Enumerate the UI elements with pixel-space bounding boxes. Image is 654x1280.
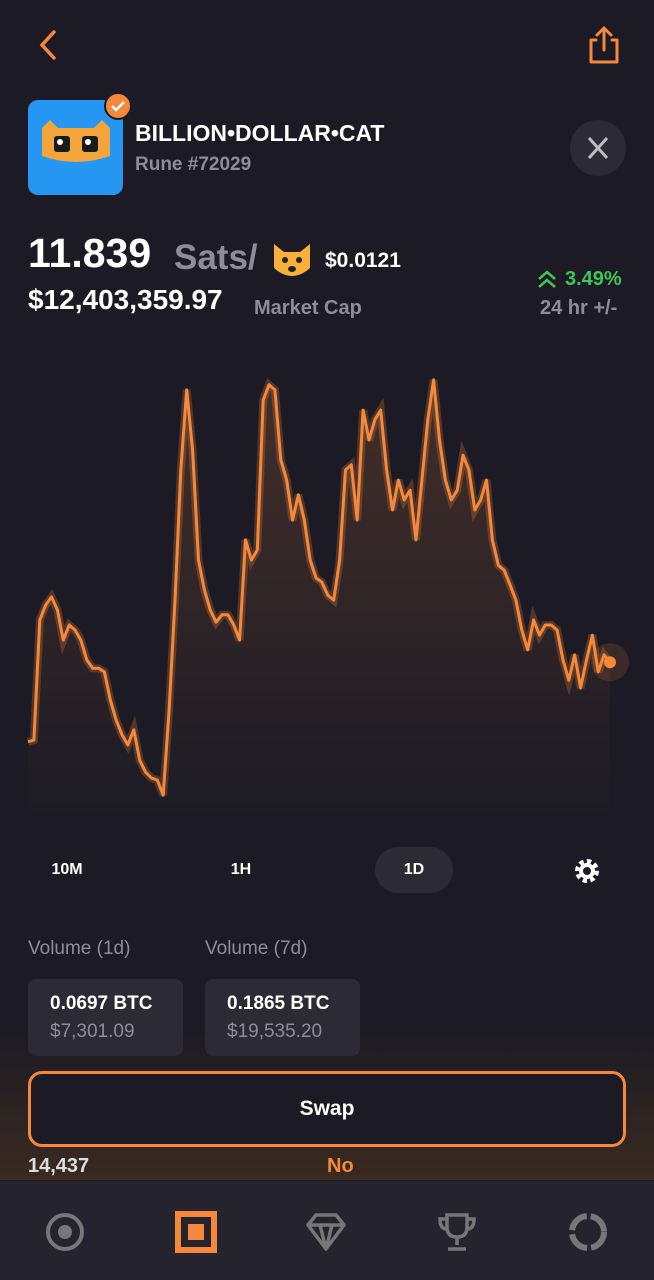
price-usd: $0.0121 [325, 249, 401, 272]
price-unit: Sats/ [174, 238, 258, 277]
nav-portfolio[interactable] [567, 1211, 609, 1253]
nav-home[interactable] [44, 1211, 86, 1253]
volume-card: 0.0697 BTC $7,301.09 [28, 979, 183, 1056]
price-chart [26, 378, 629, 820]
swap-button[interactable]: Swap [28, 1071, 626, 1147]
time-range-button[interactable]: 1D [375, 847, 453, 893]
last-point [604, 656, 616, 669]
bottom-nav [0, 1181, 654, 1280]
token-avatar [28, 92, 132, 195]
market-cap: $12,403,359.97 [28, 284, 223, 315]
time-range-button[interactable]: 10M [51, 861, 83, 878]
price-sats: 11.839 [28, 230, 152, 276]
up-arrows [538, 270, 556, 288]
price-change: 3.49% [565, 268, 622, 290]
back-button[interactable] [34, 28, 64, 62]
volume-btc: 0.1865 BTC [227, 993, 330, 1014]
volume-label: Volume (7d) [205, 938, 308, 959]
share-button[interactable] [586, 24, 622, 66]
change-label: 24 hr +/- [540, 297, 618, 319]
nav-trophy[interactable] [436, 1211, 478, 1253]
rune-id: Rune #72029 [135, 154, 252, 175]
settings-button[interactable] [572, 856, 602, 886]
footer-status: No [327, 1155, 354, 1177]
token-name: BILLION•DOLLAR•CAT [135, 120, 385, 146]
cat-emoji [274, 244, 310, 276]
volume-btc: 0.0697 BTC [50, 993, 153, 1014]
market-cap-label: Market Cap [254, 297, 362, 319]
volume-usd: $7,301.09 [50, 1021, 135, 1042]
price-line [27, 378, 612, 797]
price-area [28, 379, 610, 820]
nav-runes[interactable] [175, 1211, 217, 1253]
nav-gems[interactable] [304, 1211, 348, 1253]
footer-count: 14,437 [28, 1155, 90, 1177]
volume-card: 0.1865 BTC $19,535.20 [205, 979, 360, 1056]
volume-label: Volume (1d) [28, 938, 131, 959]
x-link-button[interactable] [570, 120, 626, 176]
volume-usd: $19,535.20 [227, 1021, 323, 1042]
time-range-button[interactable]: 1H [230, 861, 252, 878]
